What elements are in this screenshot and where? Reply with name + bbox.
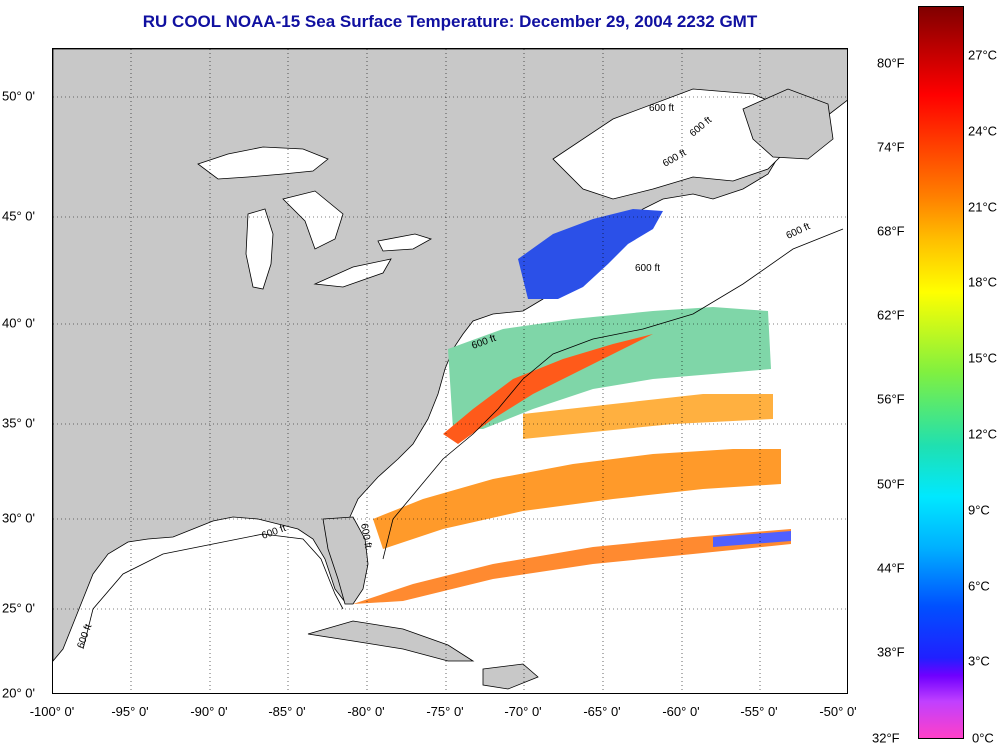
map-canvas: 600 ft 600 ft 600 ft 600 ft 600 ft 600 f… [53,49,847,693]
x-tick-label: -100° 0' [29,704,75,719]
newfoundland [742,88,834,160]
colorbar-fahrenheit-label: 44°F [877,560,905,576]
bathymetry-contour-600ft [82,228,844,650]
x-tick-label: -85° 0' [268,704,306,719]
y-tick-label: 35° 0' [2,415,35,431]
contour-label: 600 ft [649,103,674,114]
x-tick-label: -95° 0' [111,704,149,719]
colorbar-fahrenheit-label: 74°F [877,139,905,155]
y-tick-label: 40° 0' [2,315,35,331]
sst-swath-gulf-maine [518,209,663,299]
lake-ontario [377,233,433,252]
colorbar-celsius-label: 24°C [968,123,998,139]
lake-erie [313,258,392,288]
contour-label: 600 ft [358,523,373,550]
temperature-colorbar [918,6,964,739]
colorbar-fahrenheit-label: 56°F [877,391,905,407]
contour-label: 600 ft [635,263,660,274]
graticule [53,49,847,693]
map-title: RU COOL NOAA-15 Sea Surface Temperature:… [142,12,758,31]
sst-map: 600 ft 600 ft 600 ft 600 ft 600 ft 600 f… [52,48,848,694]
x-tick-label: -90° 0' [190,704,228,719]
y-tick-label: 45° 0' [2,208,35,224]
colorbar-celsius-label: 6°C [968,578,990,594]
lake-huron [282,190,344,250]
gulf-st-lawrence [552,88,794,200]
colorbar-celsius-label: 12°C [968,426,998,442]
y-tick-label: 20° 0' [2,685,35,701]
lake-michigan [245,208,274,290]
y-tick-label: 50° 0' [2,88,35,104]
y-tick-label: 25° 0' [2,600,35,616]
contour-label: 600 ft [260,523,287,542]
sst-swath-mid2 [523,394,773,439]
x-tick-label: -50° 0' [819,704,857,719]
colorbar-celsius-label: 27°C [968,47,998,63]
y-tick-label: 30° 0' [2,510,35,526]
x-tick-label: -75° 0' [426,704,464,719]
contour-label: 600 ft [785,221,813,242]
sst-swath-south [353,529,791,604]
hispaniola [482,663,539,690]
colorbar-fahrenheit-label: 68°F [877,223,905,239]
florida [322,516,369,605]
colorbar-celsius-label: 21°C [968,199,998,215]
x-tick-label: -80° 0' [347,704,385,719]
x-tick-label: -55° 0' [740,704,778,719]
colorbar-fahrenheit-label: 32°F [872,730,900,746]
sst-swath-north [448,307,771,429]
sst-gulf-stream [443,334,653,444]
colorbar-celsius-label: 0°C [972,730,994,746]
lake-superior [197,146,329,180]
x-tick-label: -60° 0' [662,704,700,719]
colorbar-celsius-label: 18°C [968,274,998,290]
colorbar-fahrenheit-label: 80°F [877,55,905,71]
colorbar-fahrenheit-label: 38°F [877,644,905,660]
contour-label: 600 ft [75,623,94,650]
colorbar-celsius-label: 15°C [968,350,998,366]
x-tick-label: -70° 0' [504,704,542,719]
colorbar-fahrenheit-label: 50°F [877,476,905,492]
sst-swath-mid [373,449,781,549]
cuba [307,620,475,662]
colorbar-celsius-label: 3°C [968,653,990,669]
colorbar-celsius-label: 9°C [968,502,990,518]
sst-swath-south-edge [713,531,791,547]
colorbar-fahrenheit-label: 62°F [877,307,905,323]
x-tick-label: -65° 0' [583,704,621,719]
